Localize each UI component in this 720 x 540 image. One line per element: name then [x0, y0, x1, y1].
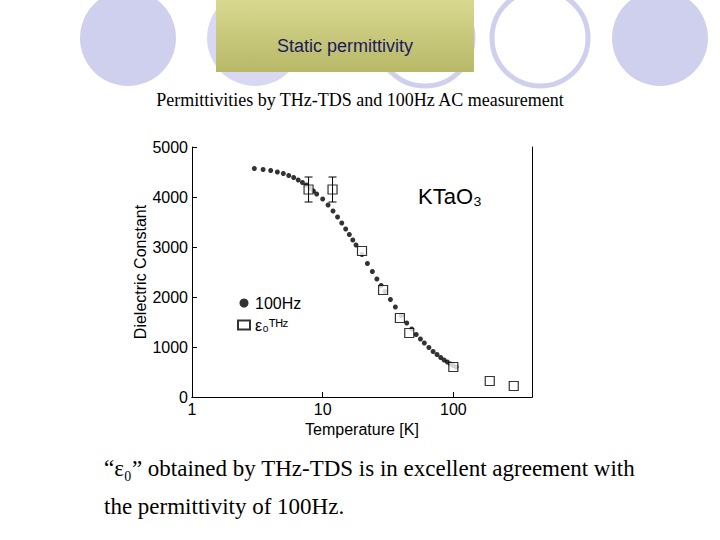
html-text:Static permittivity: Static permittivity — [277, 36, 413, 56]
svg-text:10: 10 — [314, 401, 332, 418]
svg-text:ε₀ᵀᴴᶻ: ε₀ᵀᴴᶻ — [255, 317, 289, 334]
svg-text:100Hz: 100Hz — [255, 295, 301, 312]
html-text:Permittivities by THz-TDS and: Permittivities by THz-TDS and 100Hz AC m… — [156, 90, 564, 110]
svg-text:4000: 4000 — [152, 189, 188, 206]
svg-text:1000: 1000 — [152, 339, 188, 356]
svg-text:5000: 5000 — [152, 139, 188, 156]
svg-text:KTaO₃: KTaO₃ — [418, 184, 482, 209]
svg-text:2000: 2000 — [152, 289, 188, 306]
svg-text:100: 100 — [440, 401, 467, 418]
svg-text:Temperature [K]: Temperature [K] — [305, 421, 419, 438]
html-text:“ε₀” obtained by THz-TDS is in: “ε₀” obtained by THz-TDS is in excellent… — [104, 456, 635, 519]
svg-text:1: 1 — [188, 401, 197, 418]
svg-text:3000: 3000 — [152, 239, 188, 256]
svg-text:Dielectric Constant: Dielectric Constant — [132, 204, 149, 339]
svg-text:0: 0 — [179, 388, 188, 406]
